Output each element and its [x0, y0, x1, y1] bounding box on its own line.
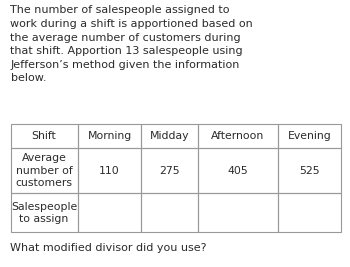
Text: Salespeople
to assign: Salespeople to assign — [11, 202, 77, 224]
Text: 275: 275 — [159, 166, 180, 176]
Bar — [141, 148, 198, 193]
Text: What modified divisor did you use?: What modified divisor did you use? — [10, 243, 207, 253]
Bar — [198, 124, 278, 148]
Bar — [198, 148, 278, 193]
Text: Midday: Midday — [150, 131, 189, 141]
Text: Morning: Morning — [88, 131, 132, 141]
Text: Shift: Shift — [32, 131, 56, 141]
Text: 110: 110 — [99, 166, 120, 176]
Bar — [141, 193, 198, 232]
Bar — [10, 193, 78, 232]
Bar — [141, 124, 198, 148]
Bar — [10, 148, 78, 193]
Bar — [278, 124, 341, 148]
Bar — [78, 193, 141, 232]
Text: 525: 525 — [299, 166, 320, 176]
Bar — [10, 124, 78, 148]
Text: The number of salespeople assigned to
work during a shift is apportioned based o: The number of salespeople assigned to wo… — [10, 5, 253, 83]
Bar — [278, 148, 341, 193]
Bar — [198, 193, 278, 232]
Bar — [278, 193, 341, 232]
Bar — [78, 124, 141, 148]
Text: 405: 405 — [227, 166, 248, 176]
Text: Evening: Evening — [288, 131, 331, 141]
Text: Average
number of
customers: Average number of customers — [16, 153, 72, 188]
Bar — [78, 148, 141, 193]
Text: Afternoon: Afternoon — [211, 131, 264, 141]
